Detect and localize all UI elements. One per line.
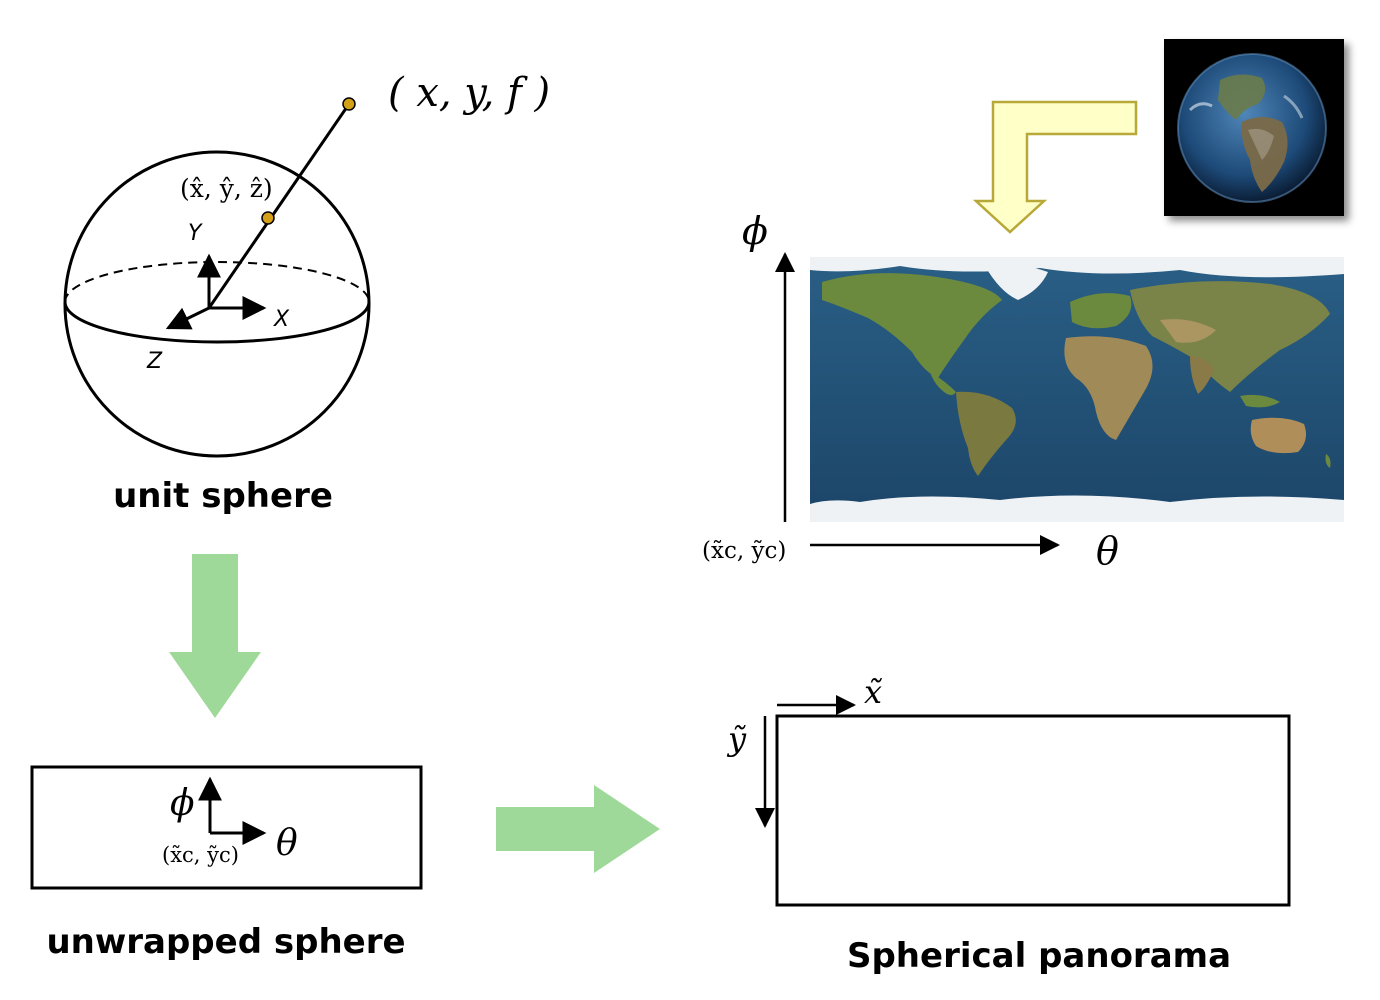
spherical-panorama: x̃ ỹ Spherical panorama bbox=[726, 673, 1291, 976]
equirect-theta-label: θ bbox=[1096, 529, 1119, 573]
axis-z-label: Z bbox=[146, 349, 163, 374]
panorama-rect bbox=[775, 714, 1291, 907]
unwrapped-caption: unwrapped sphere bbox=[46, 922, 405, 962]
panorama-caption: Spherical panorama bbox=[847, 936, 1231, 976]
projection-ray bbox=[207, 103, 351, 309]
unwrapped-origin-label: (x̃c, ỹc) bbox=[162, 843, 239, 867]
image-point-label: ( x, y, f ) bbox=[388, 70, 550, 116]
axis-z-arrow bbox=[165, 306, 210, 330]
projected-point bbox=[261, 211, 275, 225]
unit-sphere: Y X Z ( x, y, f ) (x̂, ŷ, ẑ) unit sphere bbox=[63, 70, 550, 516]
equirect-world-map bbox=[810, 257, 1344, 522]
unwrapped-phi-label: ϕ bbox=[170, 783, 195, 824]
image-point bbox=[342, 97, 356, 111]
yellow-l-arrow bbox=[972, 100, 1138, 234]
panorama-y-label: ỹ bbox=[726, 720, 747, 758]
green-down-arrow bbox=[169, 554, 261, 718]
unit-sphere-caption: unit sphere bbox=[113, 476, 333, 516]
green-right-arrow bbox=[496, 785, 660, 873]
equirect-phi-label: ϕ bbox=[742, 209, 768, 253]
axis-y-label: Y bbox=[188, 221, 203, 246]
unwrapped-rect bbox=[30, 765, 423, 890]
unwrapped-theta-label: θ bbox=[276, 823, 298, 864]
panorama-x-label: x̃ bbox=[864, 673, 883, 711]
projected-point-label: (x̂, ŷ, ẑ) bbox=[180, 174, 273, 203]
equator-front bbox=[63, 301, 371, 344]
unwrapped-sphere: ϕ θ (x̃c, ỹc) unwrapped sphere bbox=[30, 765, 423, 962]
earth-globe bbox=[1177, 53, 1327, 203]
axis-x-label: X bbox=[273, 307, 290, 332]
equator-back bbox=[64, 261, 370, 303]
equirect-origin-label: (x̃c, ỹc) bbox=[702, 538, 786, 564]
